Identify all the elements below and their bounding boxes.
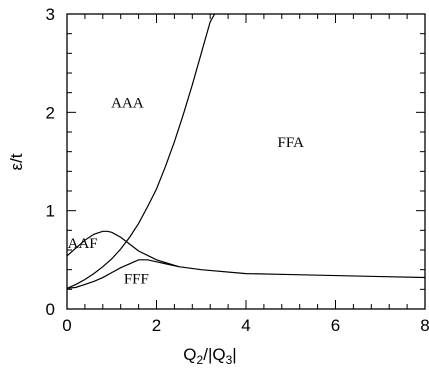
y-axis-label: ε/t — [7, 153, 26, 170]
y-tick-label: 3 — [46, 5, 55, 24]
axis-ticks — [66, 13, 426, 310]
phase-boundary-curve-2 — [67, 230, 425, 279]
region-label-ffa: FFA — [278, 135, 305, 151]
phase-boundary-curve-3 — [67, 259, 180, 289]
x-tick-label: 8 — [420, 316, 429, 335]
y-tick-label: 2 — [46, 103, 55, 122]
x-tick-label: 4 — [241, 316, 250, 335]
y-tick-label: 0 — [46, 300, 55, 319]
plot-frame — [66, 13, 426, 310]
region-label-aaa: AAA — [111, 95, 144, 111]
phase-boundary-curves — [67, 14, 425, 289]
x-tick-label: 6 — [331, 316, 340, 335]
x-tick-label: 0 — [62, 316, 71, 335]
region-labels: AAA FFA AAF FFF — [68, 95, 304, 287]
region-label-aaf: AAF — [68, 236, 98, 252]
phase-boundary-curve-1 — [67, 14, 216, 289]
region-label-fff: FFF — [124, 271, 149, 287]
tick-labels: 0 2 4 6 8 0 1 2 3 — [46, 5, 429, 335]
x-axis-label: Q2/|Q3| — [183, 345, 236, 367]
y-tick-label: 1 — [46, 202, 55, 221]
x-tick-label: 2 — [152, 316, 161, 335]
